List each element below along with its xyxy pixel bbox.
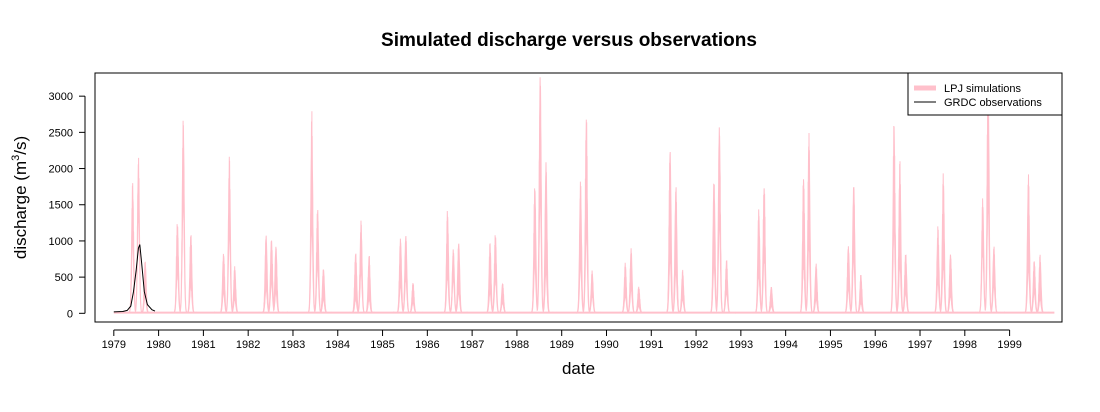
chart-title: Simulated discharge versus observations (381, 30, 757, 51)
simulation-band-1985 (393, 235, 423, 314)
x-tick-label: 1983 (281, 339, 305, 351)
x-tick-label: 1984 (326, 339, 350, 351)
legend: LPJ simulations GRDC observations (907, 72, 1063, 116)
simulation-band-1999 (1020, 174, 1050, 314)
x-tick-label: 1994 (773, 339, 797, 351)
simulation-band-1982 (258, 235, 288, 314)
simulation-band-1991 (662, 151, 691, 314)
y-tick-label: 0 (67, 308, 73, 320)
simulation-band-1990 (617, 248, 646, 314)
y-axis-title: discharge (m3/s) (10, 136, 30, 259)
simulation-band-1984 (349, 220, 378, 314)
x-tick-label: 1979 (102, 339, 126, 351)
simulation-band-1997 (931, 173, 960, 314)
y-axis-title-sup: 3 (10, 155, 22, 161)
x-tick-label: 1993 (729, 339, 753, 351)
x-tick-label: 1997 (908, 339, 932, 351)
simulation-band-1983 (304, 111, 333, 314)
x-tick-label: 1980 (146, 339, 170, 351)
simulation-band-1994 (796, 132, 825, 314)
x-tick-label: 1990 (594, 339, 618, 351)
x-tick-label: 1995 (818, 339, 842, 351)
simulation-band-1989 (572, 119, 601, 314)
simulation-band-1996 (886, 125, 915, 314)
simulation-band-1992 (706, 127, 736, 314)
x-tick-label: 1982 (236, 339, 260, 351)
x-tick-label: 1986 (415, 339, 439, 351)
plot-area (94, 72, 1063, 323)
simulation-band-1980 (169, 120, 198, 314)
simulation-band-1995 (841, 186, 870, 314)
x-tick-label: 1987 (460, 339, 484, 351)
y-axis-title-main: discharge (m (11, 161, 30, 259)
observation-line (113, 244, 156, 313)
x-axis: 1979 1980 1981 1982 1983 1984 1985 1986 1987 1988… (102, 329, 1022, 351)
x-tick-label: 1981 (191, 339, 215, 351)
simulation-band-1979 (125, 157, 154, 314)
x-axis-title: date (562, 359, 595, 378)
y-tick-label: 2500 (49, 127, 73, 139)
y-axis: 0 500 1000 1500 2000 2500 3000 (49, 91, 86, 320)
series-layer (113, 77, 1055, 314)
simulation-band-1981 (214, 156, 243, 314)
x-tick-label: 1991 (639, 339, 663, 351)
x-tick-label: 1999 (997, 339, 1021, 351)
x-tick-label: 1985 (370, 339, 394, 351)
y-axis-title-tail: /s) (11, 136, 30, 155)
simulation-band-1993 (752, 188, 781, 314)
legend-box (907, 72, 1063, 116)
simulation-band-1986 (438, 210, 468, 314)
x-tick-label: 1992 (684, 339, 708, 351)
x-tick-label: 1989 (549, 339, 573, 351)
y-tick-label: 3000 (49, 91, 73, 103)
x-tick-label: 1988 (505, 339, 529, 351)
x-tick-label: 1996 (863, 339, 887, 351)
legend-label-simulation: LPJ simulations (944, 83, 1022, 95)
simulation-band-1987 (483, 235, 512, 314)
y-tick-label: 2000 (49, 164, 73, 176)
y-tick-label: 1000 (49, 236, 73, 248)
y-tick-label: 500 (55, 272, 73, 284)
x-tick-label: 1998 (953, 339, 977, 351)
legend-label-observation: GRDC observations (944, 97, 1042, 109)
y-tick-label: 1500 (49, 200, 73, 212)
simulation-band-1988 (528, 77, 558, 314)
